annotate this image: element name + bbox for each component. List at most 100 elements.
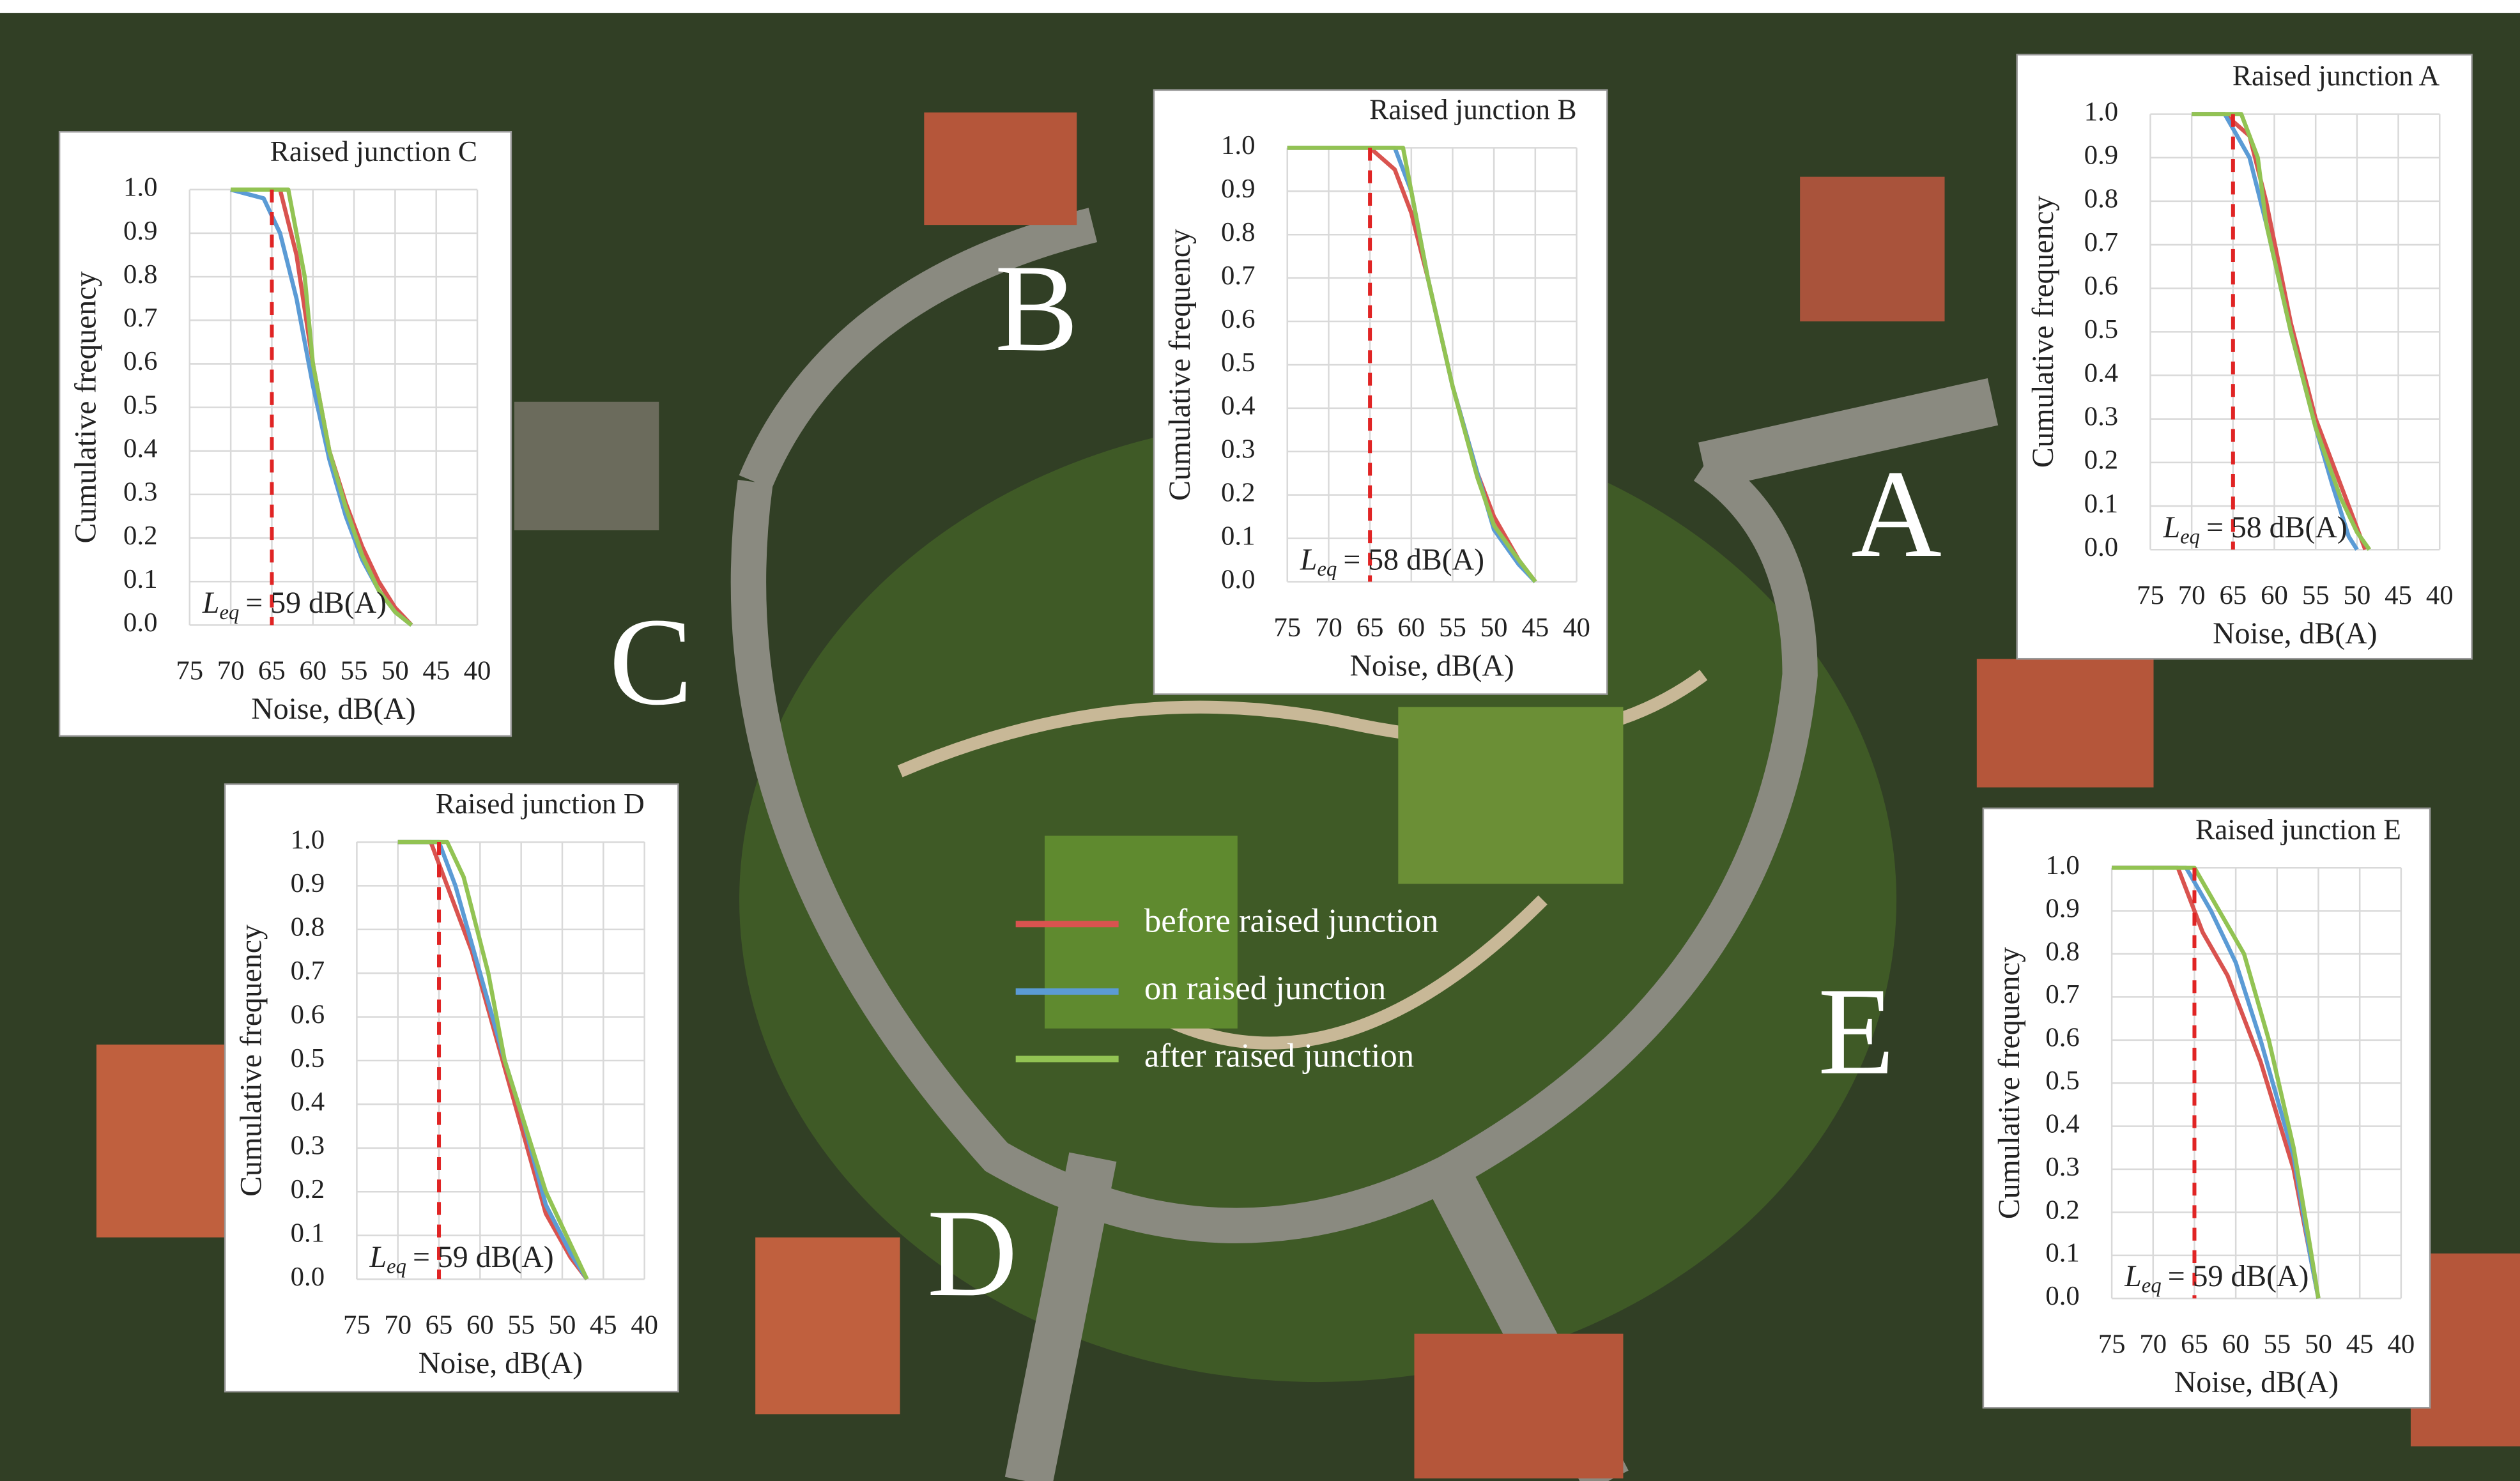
x-tick-label: 55 (2263, 1330, 2291, 1360)
x-tick-label: 55 (2302, 580, 2330, 610)
y-tick-label: 0.4 (2084, 358, 2118, 388)
y-tick-label: 0.8 (1221, 217, 1255, 247)
y-tick-label: 0.7 (291, 956, 325, 986)
y-tick-label: 0.2 (291, 1174, 325, 1204)
y-axis-label: Cumulative frequency (234, 925, 268, 1197)
y-tick-label: 1.0 (123, 173, 157, 203)
legend-label: before raised junction (1144, 902, 1438, 939)
x-tick-label: 75 (2098, 1330, 2126, 1360)
y-tick-label: 0.5 (2045, 1066, 2079, 1096)
map-label: E (1818, 962, 1894, 1101)
y-tick-label: 0.5 (1221, 348, 1255, 378)
map-label: C (609, 592, 693, 731)
y-tick-label: 1.0 (291, 825, 325, 855)
x-tick-label: 60 (299, 656, 327, 686)
cumulative-line (2112, 865, 2321, 1299)
y-tick-label: 0.3 (2045, 1152, 2079, 1182)
y-tick-label: 0.3 (2084, 402, 2118, 432)
x-tick-label: 70 (384, 1310, 411, 1340)
leq-text: = 58 dB(A) (1343, 542, 1484, 576)
x-tick-label: 70 (217, 656, 245, 686)
y-tick-label: 0.0 (123, 608, 157, 638)
x-tick-label: 65 (258, 656, 286, 686)
leq-text: = 59 dB(A) (2168, 1259, 2309, 1293)
y-tick-label: 0.3 (123, 477, 157, 507)
y-axis-label: Cumulative frequency (68, 272, 102, 544)
chart-title: Raised junction C (270, 135, 477, 167)
leq-text: = 59 dB(A) (245, 586, 387, 620)
chart-title: Raised junction A (2232, 60, 2440, 92)
map-label: B (995, 239, 1079, 378)
x-tick-label: 50 (2305, 1330, 2332, 1360)
leq-annotation: Leq = 58 dB(A) (2163, 510, 2347, 548)
leq-subscript: eq (2142, 1274, 2162, 1297)
leq-annotation: Leq = 59 dB(A) (2124, 1259, 2309, 1297)
y-tick-label: 0.9 (2084, 141, 2118, 171)
y-tick-label: 0.8 (2084, 184, 2118, 214)
x-tick-label: 50 (381, 656, 409, 686)
x-tick-label: 70 (1315, 613, 1342, 643)
x-axis-label: Noise, dB(A) (2213, 617, 2377, 650)
x-tick-label: 45 (422, 656, 450, 686)
chart-panel (1982, 807, 2431, 1409)
x-tick-label: 55 (1439, 613, 1466, 643)
x-tick-label: 40 (631, 1310, 658, 1340)
chart: Raised junction D 0.0 0.1 0.2 0.3 0.4 0.5 0.6 0.… (224, 783, 679, 1393)
y-tick-label: 0.6 (2045, 1023, 2079, 1053)
y-tick-label: 0.0 (2045, 1281, 2079, 1311)
x-tick-label: 50 (1480, 613, 1508, 643)
y-tick-label: 0.5 (291, 1043, 325, 1073)
x-tick-label: 60 (466, 1310, 494, 1340)
x-tick-label: 75 (1273, 613, 1301, 643)
x-tick-label: 45 (2385, 580, 2412, 610)
chart: Raised junction E 0.0 0.1 0.2 0.3 0.4 0.5 0.6 0.… (1982, 807, 2431, 1409)
y-tick-label: 0.4 (1221, 391, 1255, 421)
chart: Raised junction C 0.0 0.1 0.2 0.3 0.4 0.5 0.6 0.… (58, 130, 512, 737)
cumulative-line (2192, 112, 2371, 551)
y-tick-label: 1.0 (2045, 850, 2079, 880)
chart-title: Raised junction D (436, 788, 645, 820)
y-tick-label: 0.0 (291, 1262, 325, 1292)
map-label: D (927, 1184, 1018, 1323)
leq-subscript: eq (387, 1255, 406, 1278)
x-tick-label: 65 (2219, 580, 2247, 610)
y-tick-label: 0.8 (123, 259, 157, 289)
y-tick-label: 1.0 (1221, 130, 1255, 160)
x-tick-label: 55 (507, 1310, 535, 1340)
y-tick-label: 0.5 (123, 390, 157, 420)
leq-symbol: L (369, 1240, 387, 1274)
y-tick-label: 0.3 (291, 1131, 325, 1161)
x-tick-label: 70 (2139, 1330, 2167, 1360)
x-tick-label: 75 (343, 1310, 371, 1340)
y-tick-label: 0.6 (2084, 271, 2118, 301)
y-tick-label: 0.8 (2045, 937, 2079, 967)
y-tick-label: 0.5 (2084, 314, 2118, 344)
y-tick-label: 0.1 (1221, 521, 1255, 551)
leq-symbol: L (2163, 510, 2181, 544)
leq-subscript: eq (1317, 557, 1337, 580)
y-tick-label: 0.2 (123, 521, 157, 551)
chart: Raised junction A 0.0 0.1 0.2 0.3 0.4 0.5 0.6 0.… (2016, 54, 2473, 660)
y-tick-label: 0.7 (2045, 979, 2079, 1009)
cumulative-line (397, 840, 589, 1280)
y-tick-label: 0.1 (291, 1218, 325, 1248)
y-tick-label: 0.1 (2045, 1238, 2079, 1268)
x-axis-label: Noise, dB(A) (419, 1346, 583, 1380)
x-tick-label: 60 (2222, 1330, 2250, 1360)
x-tick-label: 65 (426, 1310, 453, 1340)
y-tick-label: 0.3 (1221, 434, 1255, 464)
x-tick-label: 40 (2426, 580, 2454, 610)
y-tick-label: 0.7 (123, 303, 157, 333)
y-tick-label: 0.4 (291, 1087, 325, 1117)
y-tick-label: 0.2 (1221, 477, 1255, 507)
leq-text: = 58 dB(A) (2206, 510, 2347, 544)
cumulative-line (1287, 146, 1537, 583)
leq-annotation: Leq = 59 dB(A) (369, 1240, 554, 1278)
x-tick-label: 60 (2261, 580, 2288, 610)
x-tick-label: 75 (176, 656, 203, 686)
map-label: A (1851, 445, 1942, 583)
y-tick-label: 0.4 (123, 434, 157, 464)
leq-annotation: Leq = 58 dB(A) (1300, 542, 1484, 580)
y-axis-label: Cumulative frequency (2026, 196, 2060, 468)
